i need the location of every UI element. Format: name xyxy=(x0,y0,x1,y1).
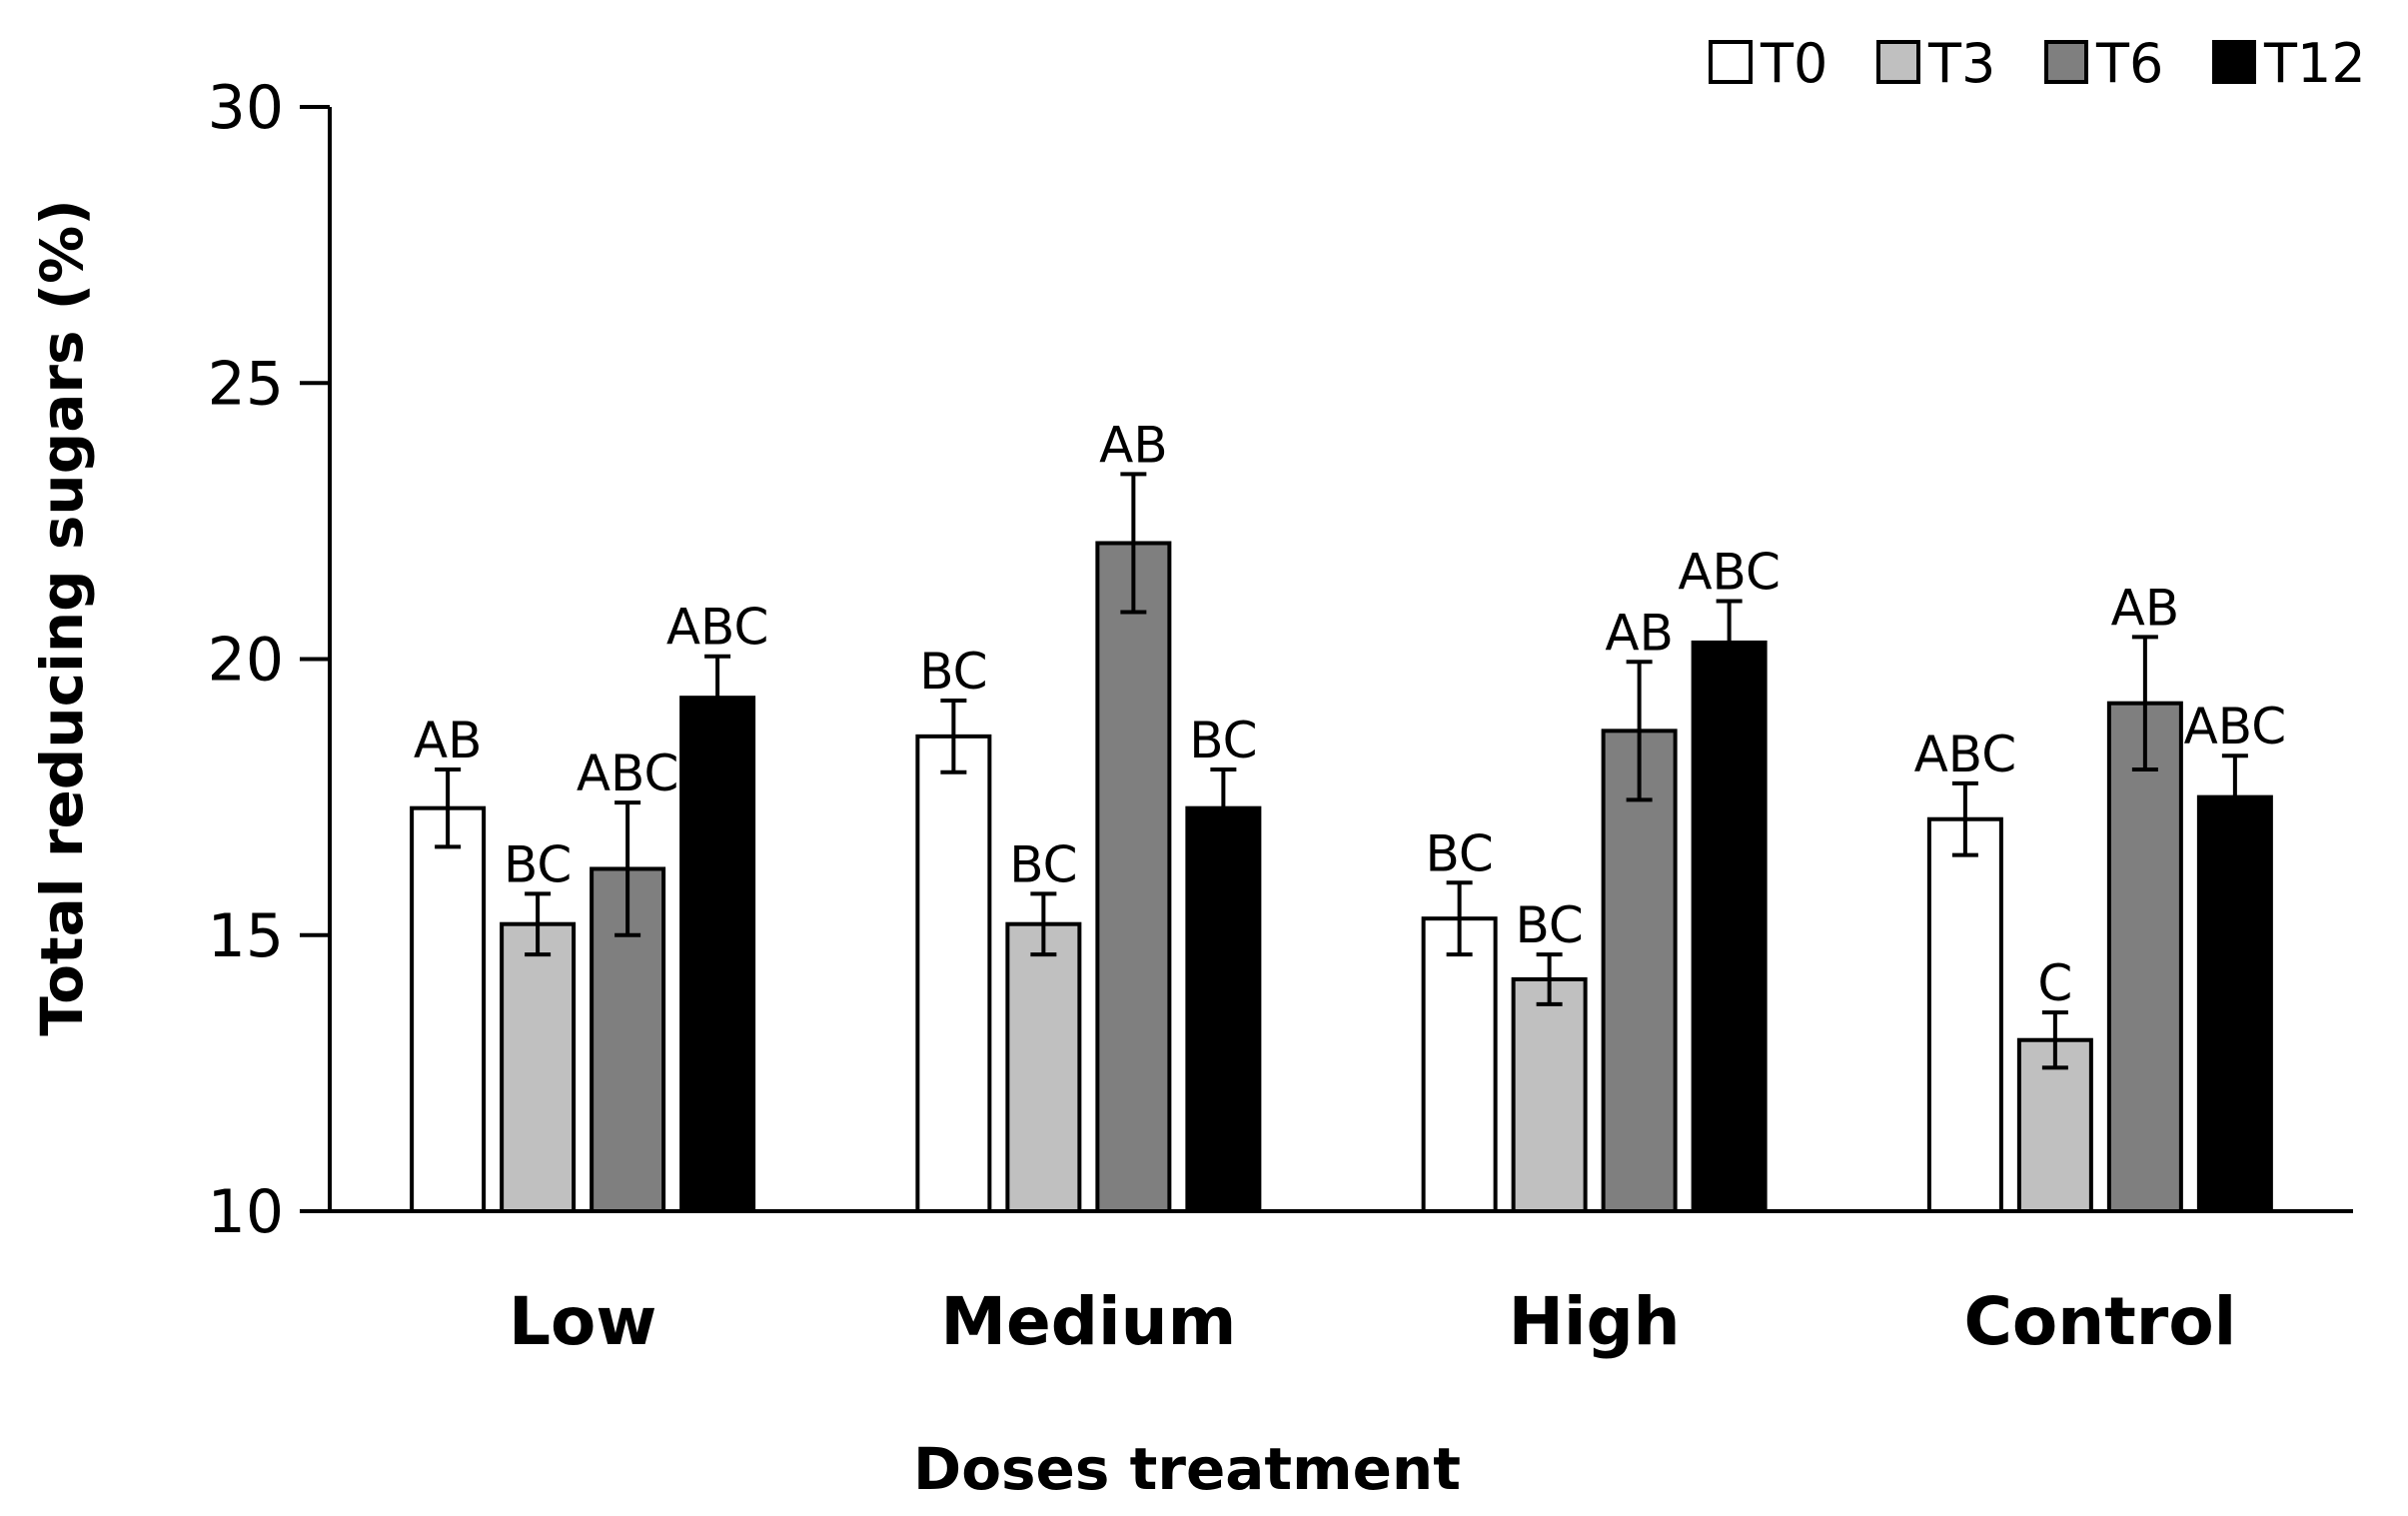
significance-label: AB xyxy=(1099,416,1168,474)
bar-T6-High xyxy=(1601,729,1678,1213)
significance-label: AB xyxy=(1605,604,1674,662)
x-category-label: Control xyxy=(1963,1283,2236,1360)
significance-label: BC xyxy=(1515,896,1583,954)
legend-swatch-T12 xyxy=(2212,40,2256,84)
significance-label: BC xyxy=(919,643,987,701)
significance-label: ABC xyxy=(577,745,679,802)
legend-label-T3: T3 xyxy=(1927,32,1995,95)
category-labels: Low Medium High Control xyxy=(509,1283,2236,1360)
significance-label: AB xyxy=(414,712,483,769)
bar-T12-High xyxy=(1691,640,1768,1213)
significance-label: BC xyxy=(1425,824,1493,882)
y-tick-label: 15 xyxy=(208,901,284,971)
y-tick-label: 30 xyxy=(208,73,284,143)
legend-label-T12: T12 xyxy=(2263,32,2366,95)
error-bars xyxy=(435,472,2248,1070)
y-tick-label: 20 xyxy=(208,626,284,696)
bar-T3-Low xyxy=(500,921,577,1213)
bar-T12-Low xyxy=(679,696,756,1213)
bar-T12-Medium xyxy=(1185,805,1262,1213)
significance-label: AB xyxy=(2111,579,2180,637)
significance-label: C xyxy=(2037,954,2072,1012)
significance-label: BC xyxy=(1009,835,1077,893)
x-axis-title: Doses treatment xyxy=(913,1435,1461,1503)
bar-T6-Control xyxy=(2106,701,2183,1213)
bar-T3-Medium xyxy=(1005,921,1082,1213)
y-axis-ticks: 10 15 20 25 30 xyxy=(208,73,330,1247)
axes xyxy=(328,107,2353,1213)
significance-label: BC xyxy=(504,835,572,893)
bar-T3-High xyxy=(1511,976,1588,1214)
significance-label: ABC xyxy=(1914,726,2017,783)
significance-label: ABC xyxy=(666,599,769,657)
y-tick-label: 10 xyxy=(208,1177,284,1247)
bar-T0-High xyxy=(1421,916,1498,1213)
legend-swatch-T0 xyxy=(1709,40,1753,84)
legend-label-T6: T6 xyxy=(2095,32,2163,95)
bars xyxy=(410,541,2273,1214)
y-tick-label: 25 xyxy=(208,349,284,419)
legend-label-T0: T0 xyxy=(1760,32,1827,95)
bar-T12-Control xyxy=(2196,794,2273,1213)
x-category-label: Low xyxy=(509,1283,656,1360)
bar-T0-Low xyxy=(410,805,487,1213)
bar-T6-Medium xyxy=(1095,541,1172,1213)
y-axis-title: Total reducing sugars (%) xyxy=(28,199,96,1036)
legend-swatch-T3 xyxy=(1876,40,1920,84)
significance-label: ABC xyxy=(2184,698,2287,756)
significance-label: ABC xyxy=(1678,543,1781,601)
significance-label: BC xyxy=(1189,712,1257,769)
bar-T0-Control xyxy=(1926,816,2003,1213)
bar-T0-Medium xyxy=(915,734,992,1213)
legend: T0 T3 T6 T12 xyxy=(1709,32,2366,95)
x-category-label: Medium xyxy=(940,1283,1236,1360)
legend-swatch-T6 xyxy=(2044,40,2088,84)
x-category-label: High xyxy=(1509,1283,1681,1360)
